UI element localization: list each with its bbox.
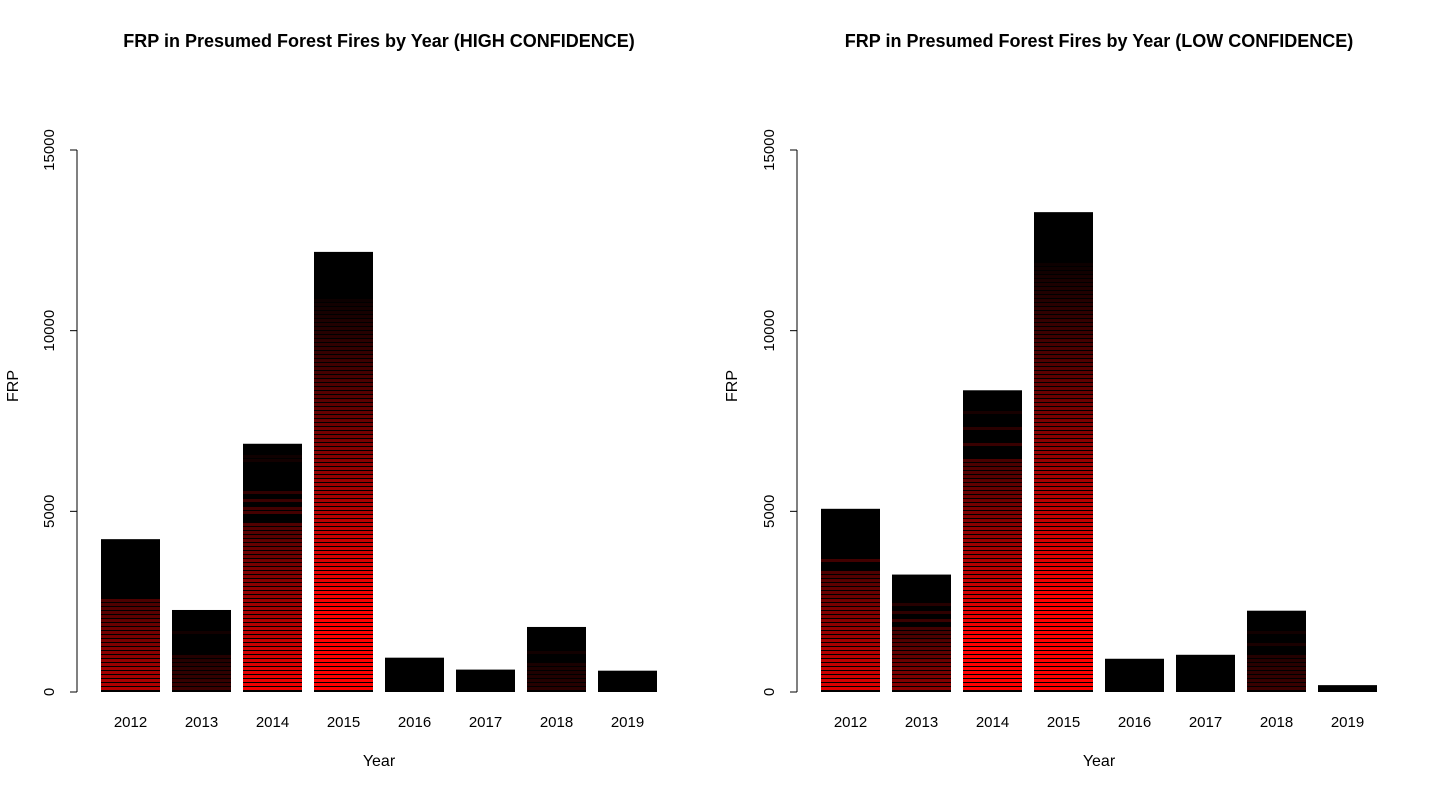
bar-2015 — [1034, 212, 1093, 692]
x-tick-label: 2019 — [1331, 714, 1364, 731]
x-tick-label: 2018 — [1260, 714, 1293, 731]
y-tick-label: 10000 — [761, 310, 778, 352]
bar-body — [456, 670, 515, 692]
bar-stripes — [101, 599, 160, 690]
x-tick-labels: 2012 2013 2014 2015 2016 2017 2018 2019 — [834, 714, 1364, 731]
bar-stripes — [1034, 263, 1093, 690]
bar-2014 — [243, 444, 302, 692]
chart-title: FRP in Presumed Forest Fires by Year (HI… — [123, 31, 634, 51]
y-tick-label: 0 — [761, 688, 778, 696]
x-tick-label: 2014 — [256, 714, 289, 731]
bar-2014 — [963, 390, 1022, 692]
x-tick-label: 2015 — [1047, 714, 1080, 731]
x-tick-label: 2016 — [1118, 714, 1151, 731]
x-tick-label: 2012 — [834, 714, 867, 731]
x-tick-labels: 2012 2013 2014 2015 2016 2017 2018 2019 — [114, 714, 644, 731]
y-axis-label: FRP — [724, 370, 741, 402]
x-tick-label: 2013 — [905, 714, 938, 731]
y-tick-label: 15000 — [761, 129, 778, 171]
x-tick-label: 2014 — [976, 714, 1009, 731]
bar-body — [1176, 655, 1235, 692]
chart-title: FRP in Presumed Forest Fires by Year (LO… — [845, 31, 1353, 51]
bar-2017 — [456, 670, 515, 692]
y-tick-label: 5000 — [761, 495, 778, 528]
bar-2019 — [1318, 685, 1377, 692]
bar-2015 — [314, 252, 373, 692]
bar-2013 — [892, 575, 951, 692]
x-tick-label: 2019 — [611, 714, 644, 731]
chart-panel-high-confidence: FRP in Presumed Forest Fires by Year (HI… — [5, 31, 657, 770]
x-tick-label: 2013 — [185, 714, 218, 731]
bar-2016 — [1105, 659, 1164, 692]
x-tick-label: 2017 — [1189, 714, 1222, 731]
x-tick-label: 2012 — [114, 714, 147, 731]
bar-body — [1318, 685, 1377, 692]
x-tick-label: 2018 — [540, 714, 573, 731]
bar-2016 — [385, 658, 444, 692]
bar-2018 — [527, 627, 586, 692]
bar-2013 — [172, 610, 231, 692]
x-axis-label: Year — [1083, 753, 1116, 770]
y-tick-label: 0 — [41, 688, 58, 696]
bar-body — [598, 671, 657, 692]
x-axis-label: Year — [363, 753, 396, 770]
y-axis-label: FRP — [5, 370, 22, 402]
x-tick-label: 2015 — [327, 714, 360, 731]
y-tick-label: 5000 — [41, 495, 58, 528]
bar-body — [1105, 659, 1164, 692]
chart-panel-low-confidence: FRP in Presumed Forest Fires by Year (LO… — [724, 31, 1377, 770]
y-ticks: 0 5000 10000 15000 — [761, 129, 797, 696]
bars — [821, 212, 1377, 692]
bar-body — [527, 627, 586, 692]
bar-2012 — [821, 509, 880, 692]
bar-body — [385, 658, 444, 692]
x-tick-label: 2017 — [469, 714, 502, 731]
x-tick-label: 2016 — [398, 714, 431, 731]
y-tick-label: 10000 — [41, 310, 58, 352]
y-ticks: 0 5000 10000 15000 — [41, 129, 77, 696]
y-tick-label: 15000 — [41, 129, 58, 171]
bar-2017 — [1176, 655, 1235, 692]
bar-2012 — [101, 539, 160, 692]
bars — [101, 252, 657, 692]
bar-2018 — [1247, 611, 1306, 692]
bar-2019 — [598, 671, 657, 692]
